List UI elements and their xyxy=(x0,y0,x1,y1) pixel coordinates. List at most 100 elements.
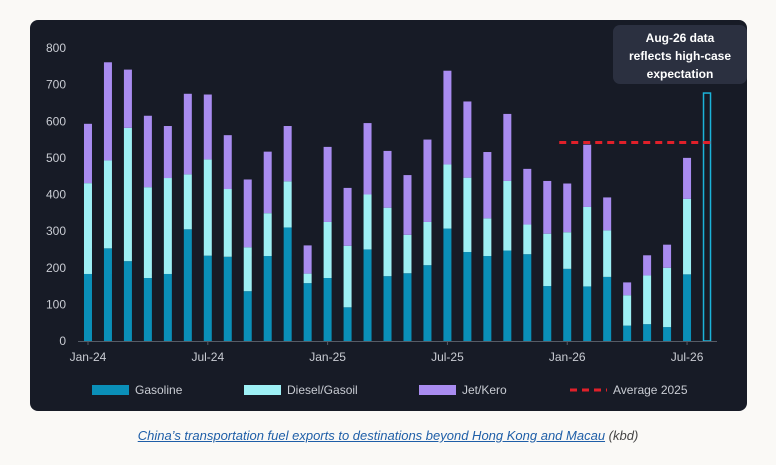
y-tick-label: 500 xyxy=(46,151,66,165)
bar-gasoline-nov-24 xyxy=(283,227,292,341)
bar-jet-kero-jul-24 xyxy=(203,94,212,160)
bar-jet-kero-nov-25 xyxy=(523,168,532,225)
bar-diesel-gasoil-mar-26 xyxy=(603,230,612,277)
bar-diesel-gasoil-feb-26 xyxy=(583,206,592,287)
bar-gasoline-jan-25 xyxy=(323,278,332,341)
y-tick-label: 800 xyxy=(46,41,66,55)
annotation-text: reflects high-case xyxy=(629,49,731,63)
bar-gasoline-feb-25 xyxy=(343,307,352,341)
bar-diesel-gasoil-aug-24 xyxy=(223,189,232,257)
bar-diesel-gasoil-nov-24 xyxy=(283,181,292,228)
bar-gasoline-jan-26 xyxy=(563,268,572,341)
bar-jet-kero-may-24 xyxy=(163,126,172,179)
bar-gasoline-mar-26 xyxy=(603,276,612,341)
bar-jet-kero-mar-25 xyxy=(363,123,372,195)
bar-diesel-gasoil-may-26 xyxy=(643,275,652,325)
chart-card: 0 100 200 300 400 500 600 700 800 Jan-24 Jul-24 Ja… xyxy=(30,20,747,411)
bar-jet-kero-dec-25 xyxy=(543,180,552,234)
y-tick-label: 700 xyxy=(46,78,66,92)
bar-jet-kero-feb-26 xyxy=(583,144,592,207)
bar-diesel-gasoil-jun-25 xyxy=(423,221,432,266)
bar-jet-kero-jun-26 xyxy=(663,244,672,268)
bar-jet-kero-oct-24 xyxy=(263,151,272,214)
bar-gasoline-oct-25 xyxy=(503,250,512,341)
bar-diesel-gasoil-may-25 xyxy=(403,234,412,274)
legend-label: Jet/Kero xyxy=(462,383,507,397)
bar-diesel-gasoil-nov-25 xyxy=(523,224,532,255)
bar-jet-kero-jul-25 xyxy=(443,70,452,165)
x-tick-label: Jul-24 xyxy=(191,350,224,364)
bar-gasoline-jul-26 xyxy=(683,274,692,341)
bar-gasoline-sep-25 xyxy=(483,256,492,341)
bar-gasoline-jun-24 xyxy=(183,229,192,341)
bar-gasoline-mar-25 xyxy=(363,249,372,341)
legend-swatch-jet-kero xyxy=(419,385,456,395)
legend-label: Gasoline xyxy=(135,383,183,397)
bar-diesel-gasoil-jan-26 xyxy=(563,232,572,269)
annotation-text: Aug-26 data xyxy=(646,31,715,45)
bar-jet-kero-jan-25 xyxy=(323,146,332,222)
bar-gasoline-apr-24 xyxy=(143,278,152,341)
bar-gasoline-may-25 xyxy=(403,273,412,341)
highlighted-bar xyxy=(702,92,712,342)
bar-jet-kero-jun-25 xyxy=(423,139,432,222)
x-tick-label: Jan-26 xyxy=(549,350,586,364)
bar-gasoline-feb-24 xyxy=(103,248,112,341)
bar-diesel-gasoil-apr-25 xyxy=(383,207,392,277)
x-tick-label: Jan-25 xyxy=(309,350,346,364)
bar-jet-kero-aug-24 xyxy=(223,135,232,190)
bar-gasoline-apr-26 xyxy=(623,325,632,341)
bar-gasoline-nov-25 xyxy=(523,254,532,341)
bar-jet-kero-feb-25 xyxy=(343,187,352,246)
annotation-box: Aug-26 data reflects high-case expectation xyxy=(613,25,747,84)
y-tick-label: 300 xyxy=(46,224,66,238)
bar-diesel-gasoil-jan-25 xyxy=(323,221,332,279)
legend-label: Average 2025 xyxy=(613,383,688,397)
bar-diesel-gasoil-jul-26 xyxy=(683,198,692,275)
bar-jet-kero-feb-24 xyxy=(103,62,112,161)
bar-gasoline-may-24 xyxy=(163,273,172,341)
bar-diesel-gasoil-oct-24 xyxy=(263,213,272,257)
bar-gasoline-jul-25 xyxy=(443,228,452,341)
figure-caption: China’s transportation fuel exports to d… xyxy=(0,428,776,443)
bar-jet-kero-jun-24 xyxy=(183,93,192,175)
y-tick-label: 0 xyxy=(59,334,66,348)
bar-jet-kero-may-25 xyxy=(403,175,412,235)
bar-diesel-gasoil-jun-24 xyxy=(183,174,192,230)
bar-gasoline-dec-24 xyxy=(303,283,312,341)
legend: Gasoline Diesel/Gasoil Jet/Kero Average 202… xyxy=(92,383,688,397)
bar-gasoline-jun-25 xyxy=(423,265,432,341)
legend-label: Diesel/Gasoil xyxy=(287,383,358,397)
bar-gasoline-mar-24 xyxy=(123,261,132,341)
bar-diesel-gasoil-aug-25 xyxy=(463,177,472,253)
y-tick-label: 200 xyxy=(46,261,66,275)
bar-diesel-gasoil-jul-24 xyxy=(203,159,212,256)
bar-jet-kero-dec-24 xyxy=(303,245,312,274)
bar-gasoline-may-26 xyxy=(643,324,652,341)
annotation-text: expectation xyxy=(647,67,714,81)
y-tick-label: 400 xyxy=(46,188,66,202)
bar-jet-kero-apr-26 xyxy=(623,282,632,296)
caption-link[interactable]: China’s transportation fuel exports to d… xyxy=(137,428,606,443)
bar-gasoline-feb-26 xyxy=(583,286,592,341)
y-axis-ticks: 0 100 200 300 400 500 600 700 800 xyxy=(46,41,66,348)
caption-unit: (kbd) xyxy=(605,428,639,443)
bar-gasoline-jun-26 xyxy=(663,327,672,341)
x-tick-label: Jul-25 xyxy=(431,350,464,364)
bar-gasoline-jan-24 xyxy=(83,273,92,341)
bar-stacks xyxy=(83,62,692,341)
legend-swatch-gasoline xyxy=(92,385,129,395)
bar-jet-kero-nov-24 xyxy=(283,126,292,182)
bar-diesel-gasoil-mar-24 xyxy=(123,127,132,262)
bar-jet-kero-may-26 xyxy=(643,255,652,276)
y-tick-label: 600 xyxy=(46,114,66,128)
y-tick-label: 100 xyxy=(46,297,66,311)
annotation-background xyxy=(613,25,747,84)
bar-jet-kero-sep-25 xyxy=(483,152,492,219)
bar-diesel-gasoil-dec-24 xyxy=(303,273,312,284)
x-axis: Jan-24 Jul-24 Jan-25 Jul-25 Jan-26 Jul-26 xyxy=(70,341,717,364)
bar-diesel-gasoil-jan-24 xyxy=(83,183,92,274)
bar-gasoline-jul-24 xyxy=(203,255,212,341)
bar-diesel-gasoil-feb-25 xyxy=(343,245,352,308)
